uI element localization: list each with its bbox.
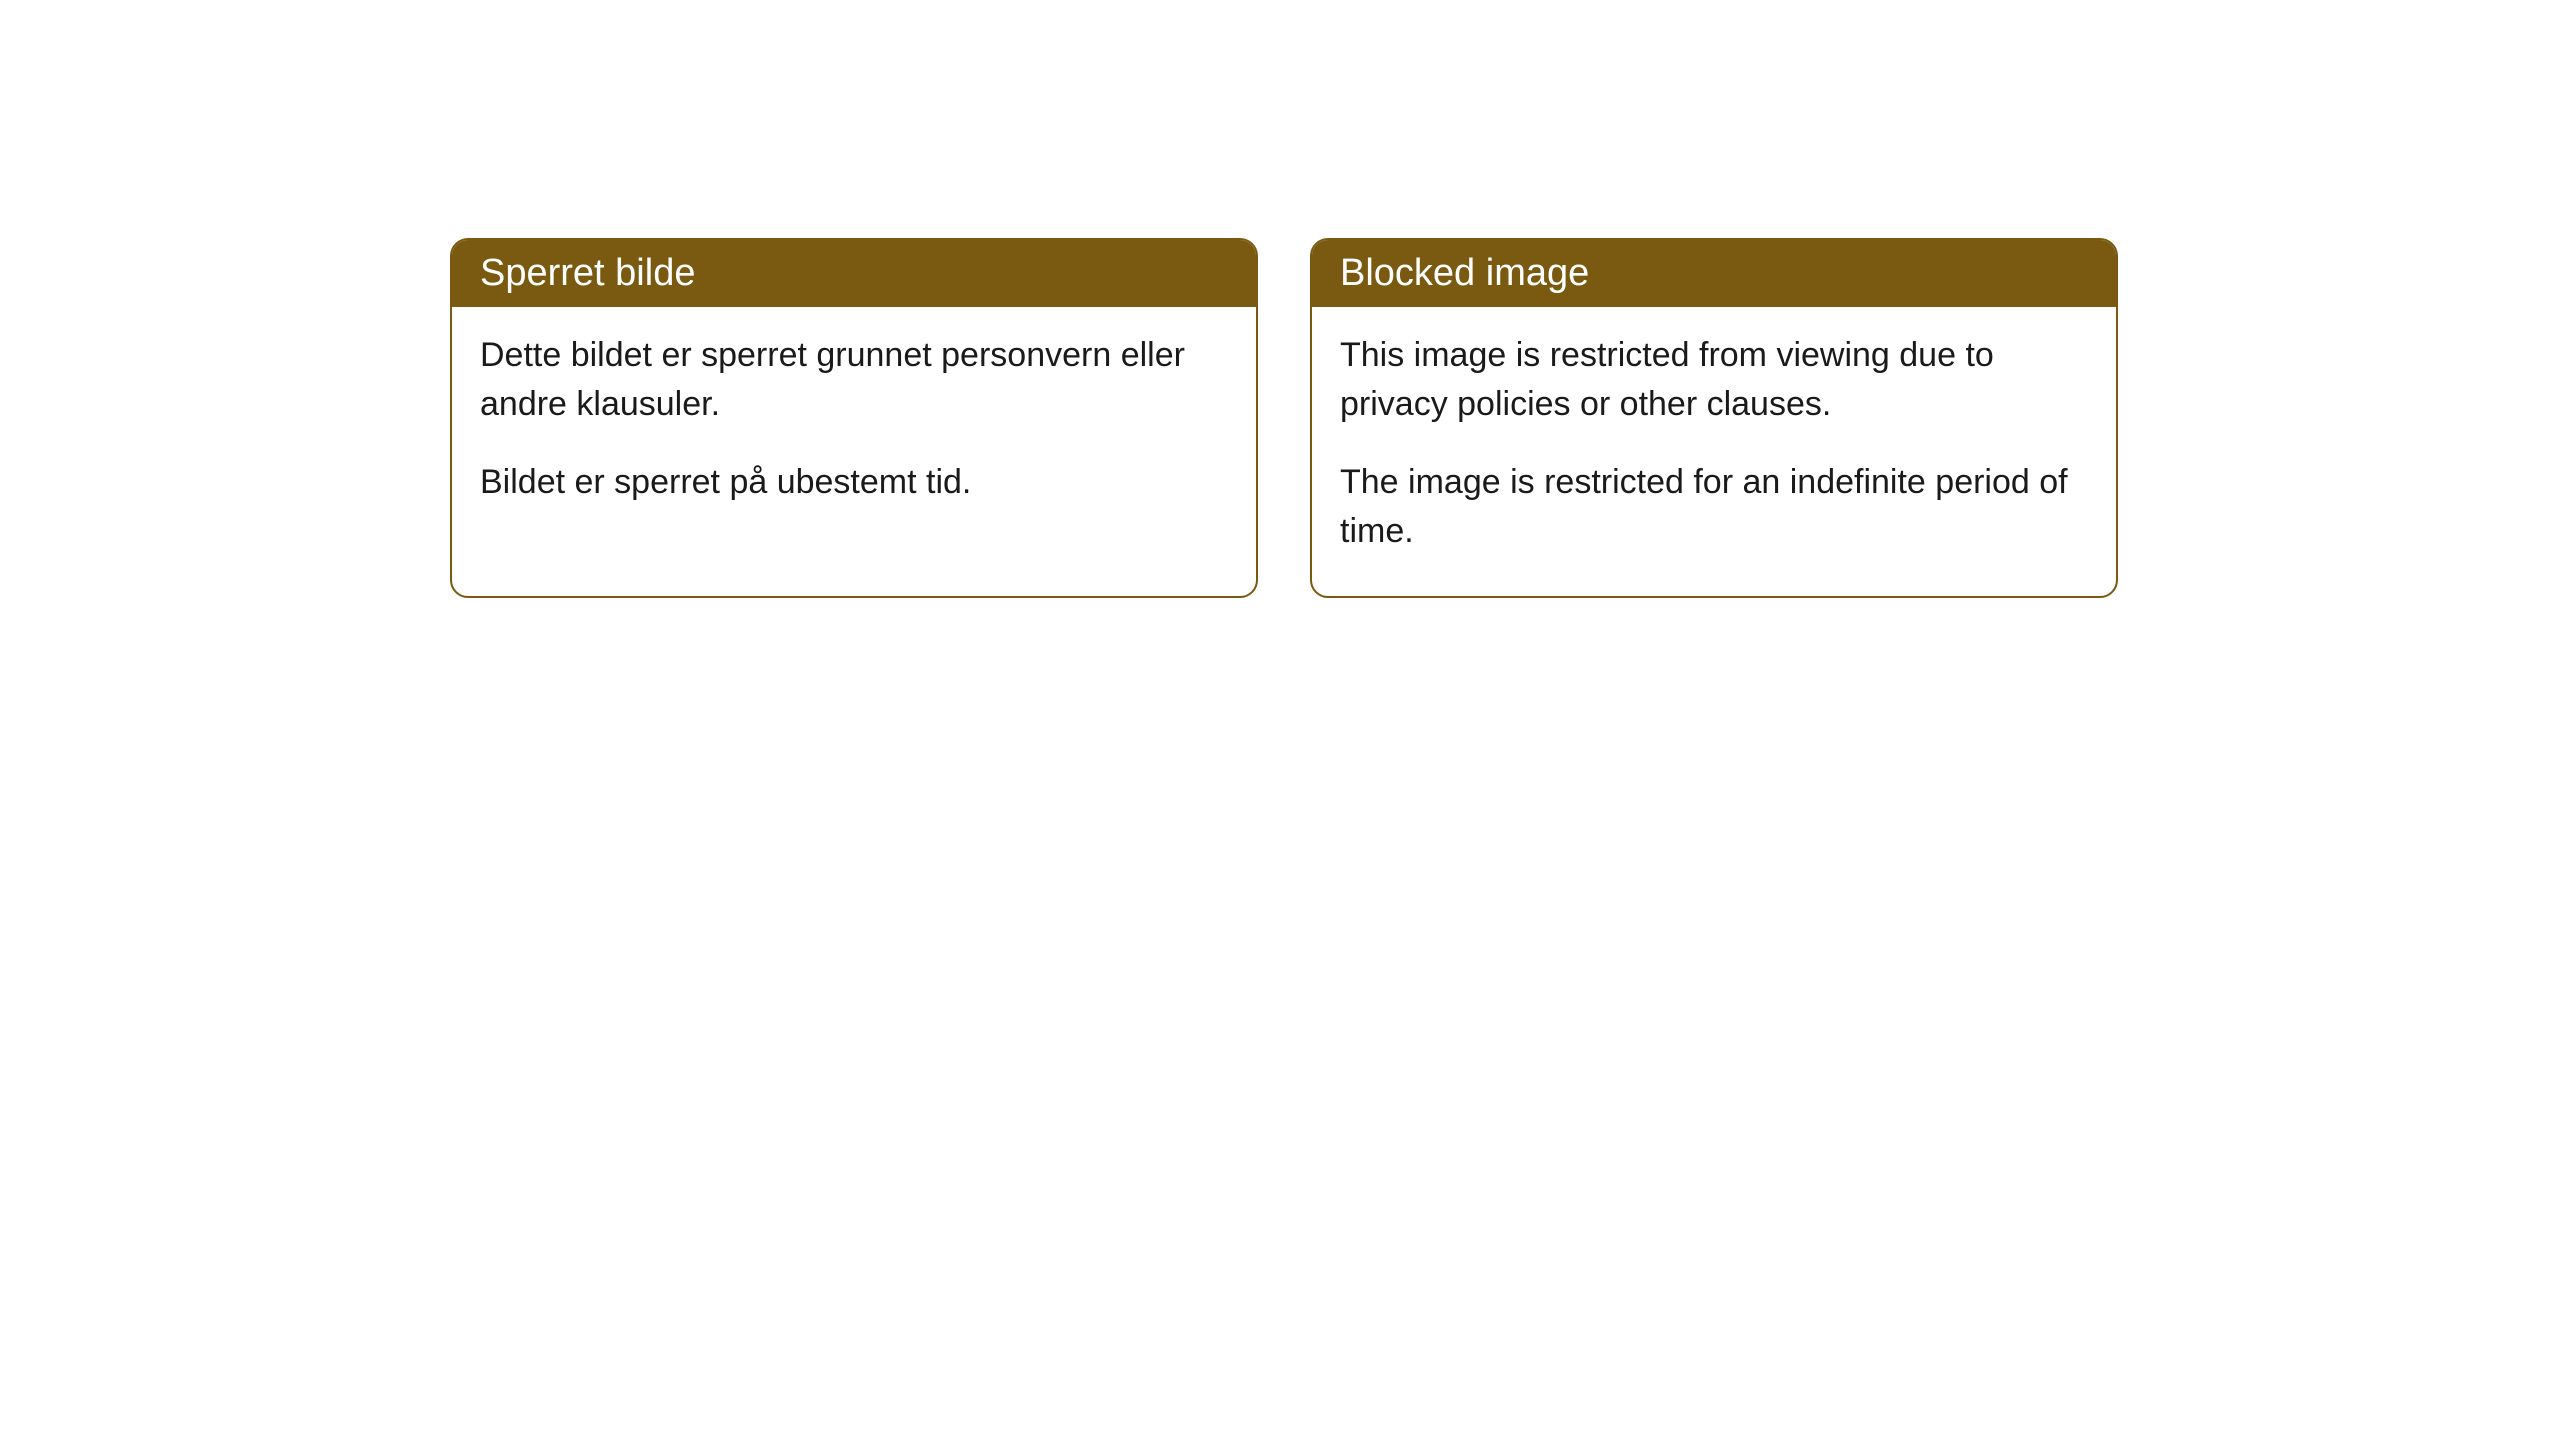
card-header-english: Blocked image: [1312, 240, 2116, 307]
card-title: Blocked image: [1340, 252, 1589, 294]
notice-cards-container: Sperret bilde Dette bildet er sperret gr…: [450, 238, 2118, 598]
blocked-image-card-norwegian: Sperret bilde Dette bildet er sperret gr…: [450, 238, 1258, 598]
blocked-image-card-english: Blocked image This image is restricted f…: [1310, 238, 2118, 598]
card-paragraph: This image is restricted from viewing du…: [1340, 331, 2088, 430]
card-title: Sperret bilde: [480, 252, 695, 294]
card-header-norwegian: Sperret bilde: [452, 240, 1256, 307]
card-body-english: This image is restricted from viewing du…: [1312, 307, 2116, 596]
card-paragraph: Bildet er sperret på ubestemt tid.: [480, 458, 1228, 507]
card-body-norwegian: Dette bildet er sperret grunnet personve…: [452, 307, 1256, 547]
card-paragraph: Dette bildet er sperret grunnet personve…: [480, 331, 1228, 430]
card-paragraph: The image is restricted for an indefinit…: [1340, 458, 2088, 557]
